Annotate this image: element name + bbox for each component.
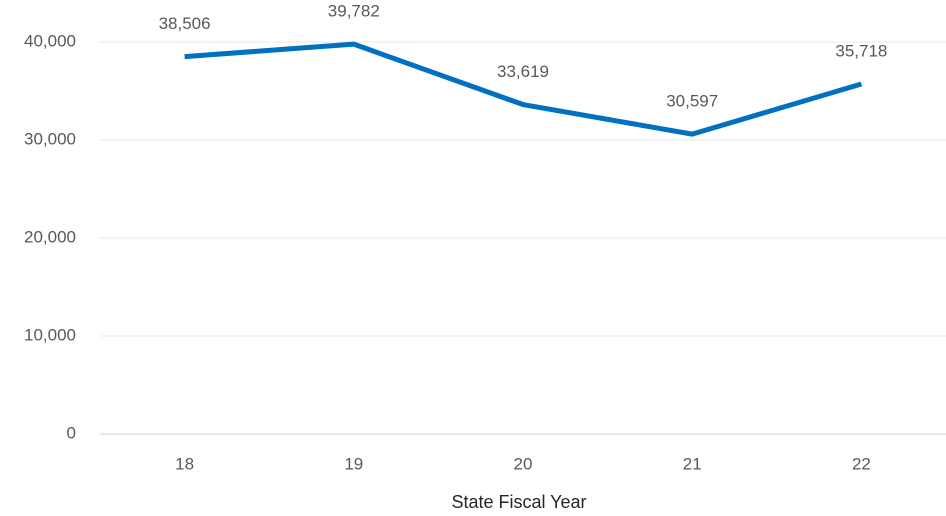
x-axis-title: State Fiscal Year xyxy=(451,492,586,512)
data-label: 39,782 xyxy=(328,2,380,21)
line xyxy=(184,41,863,137)
data-label: 33,619 xyxy=(497,62,549,81)
data-label: 38,506 xyxy=(159,14,211,33)
x-tick-label: 19 xyxy=(344,454,363,473)
y-tick-label: 20,000 xyxy=(24,227,76,246)
y-tick-label: 30,000 xyxy=(24,129,76,148)
x-tick-label: 21 xyxy=(683,454,702,473)
data-label: 30,597 xyxy=(666,92,718,111)
x-tick-label: 22 xyxy=(852,454,871,473)
y-tick-label: 0 xyxy=(67,423,76,442)
x-tick-label: 20 xyxy=(514,454,533,473)
data-label: 35,718 xyxy=(835,41,887,60)
y-tick-label: 10,000 xyxy=(24,325,76,344)
y-tick-label: 40,000 xyxy=(24,31,76,50)
x-tick-label: 18 xyxy=(175,454,194,473)
